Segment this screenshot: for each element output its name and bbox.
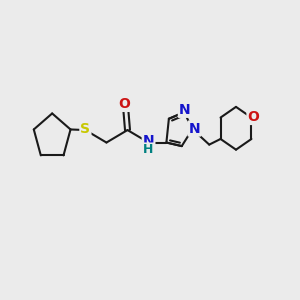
Text: N: N — [179, 103, 190, 117]
Text: N: N — [189, 122, 200, 136]
Text: O: O — [248, 110, 260, 124]
Text: O: O — [118, 97, 130, 111]
Text: S: S — [80, 122, 90, 136]
Text: H: H — [143, 143, 154, 157]
Text: N: N — [143, 134, 154, 148]
